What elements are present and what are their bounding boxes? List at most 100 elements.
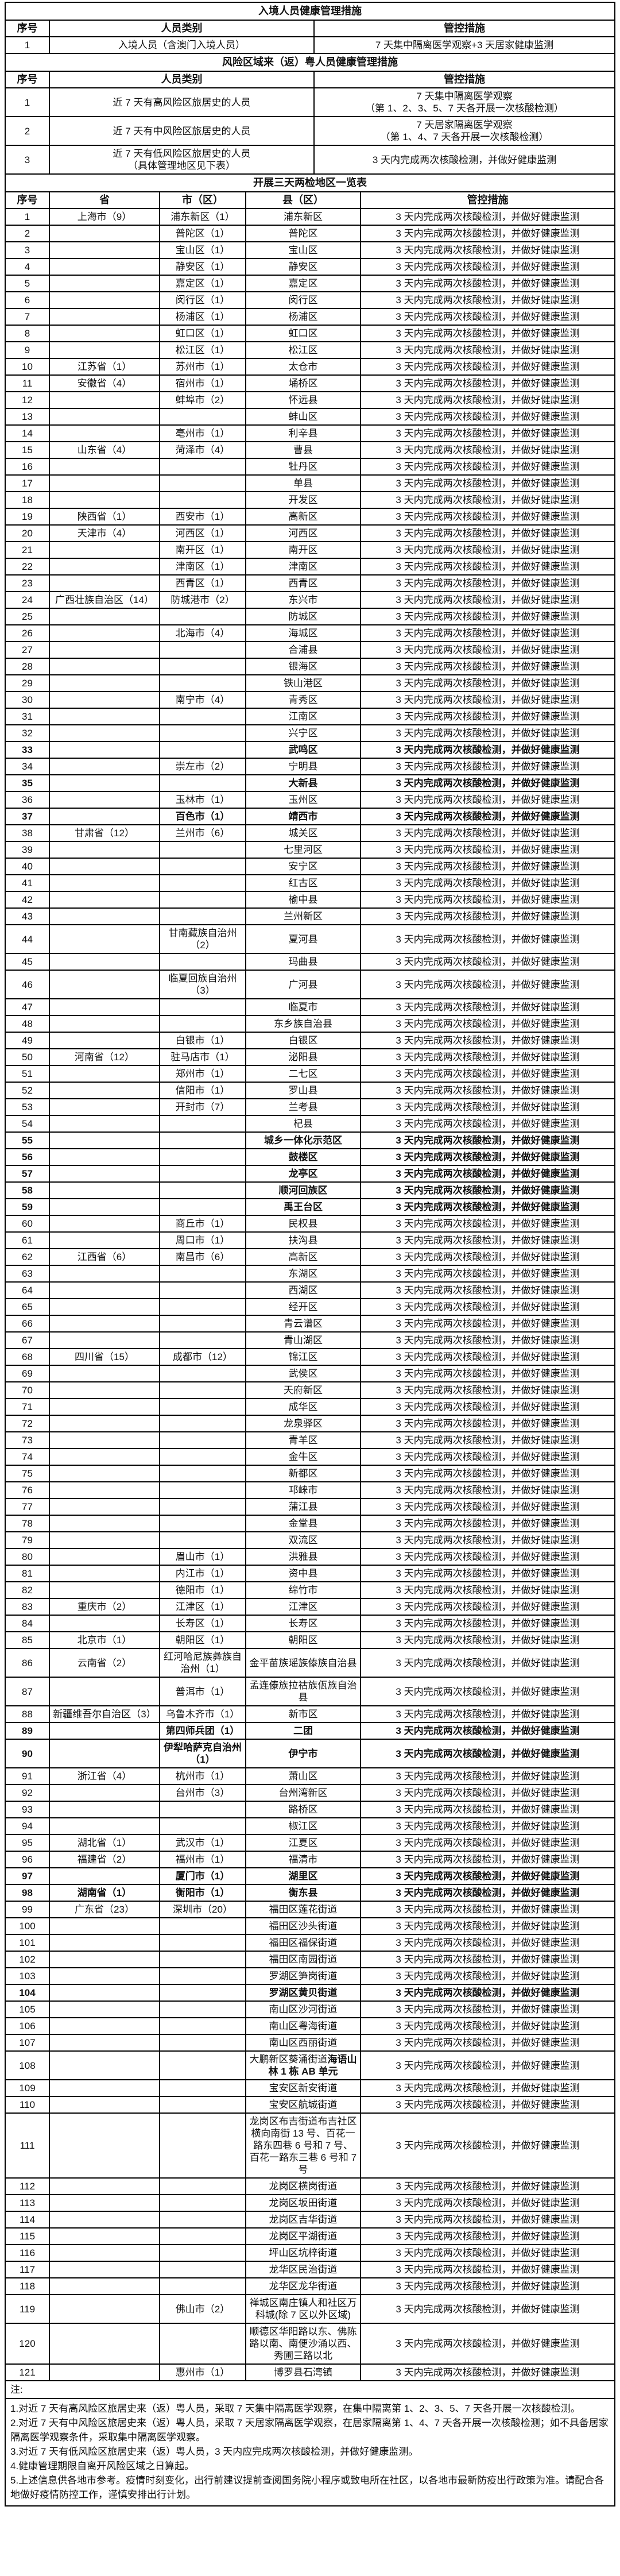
city-cell: 津南区（1） (159, 558, 246, 576)
measure-header: 管控措施 (360, 191, 615, 209)
county-cell: 广河县 (245, 970, 361, 999)
table-row: 11 安徽省（4） 宿州市（1） 埇桥区 3 天内完成两次核酸检测，并做好健康监测 (5, 374, 615, 392)
county-cell: 宝安区新安街道 (245, 2079, 361, 2097)
table-row: 39 七里河区 3 天内完成两次核酸检测，并做好健康监测 (5, 841, 615, 859)
county-cell: 蚌山区 (245, 408, 361, 426)
measure-cell: 3 天内完成两次核酸检测，并做好健康监测 (360, 758, 615, 775)
measure-cell: 3 天内完成两次核酸检测，并做好健康监测 (360, 1951, 615, 1968)
province-cell (49, 658, 160, 675)
table-row: 94 椒江区 3 天内完成两次核酸检测，并做好健康监测 (5, 1817, 615, 1835)
province-cell (49, 1481, 160, 1499)
county-cell: 路桥区 (245, 1801, 361, 1818)
city-cell: 红河哈尼族彝族自治州（1） (159, 1648, 246, 1678)
row-number-cell: 1 (5, 87, 50, 117)
table-row: 111 龙岗区布吉街道布吉社区横向南街 13 号、百花一路东四巷 6 号和 7 号… (5, 2112, 615, 2179)
province-cell (49, 1801, 160, 1818)
row-number-cell: 118 (5, 2277, 50, 2295)
county-cell: 江南区 (245, 708, 361, 725)
row-number-cell: 38 (5, 824, 50, 842)
row-number-cell: 104 (5, 1984, 50, 2002)
measure-cell: 3 天内完成两次核酸检测，并做好健康监测 (360, 2096, 615, 2114)
table-title-row: 入境人员健康管理措施 (5, 2, 615, 21)
measure-cell: 3 天内完成两次核酸检测，并做好健康监测 (360, 741, 615, 759)
city-cell (159, 1801, 246, 1818)
province-cell (49, 474, 160, 492)
province-cell: 浙江省（4） (49, 1767, 160, 1785)
table-row: 112 龙岗区横岗街道 3 天内完成两次核酸检测，并做好健康监测 (5, 2177, 615, 2195)
table-row: 66 青云谱区 3 天内完成两次核酸检测，并做好健康监测 (5, 1315, 615, 1333)
county-cell: 宝山区 (245, 241, 361, 259)
measure-cell: 3 天内完成两次核酸检测，并做好健康监测 (360, 1531, 615, 1549)
county-cell: 玉州区 (245, 791, 361, 809)
category-cell-line: 近 7 天有低风险区旅居史的人员 (113, 148, 251, 159)
table-row: 101 福田区福保街道 3 天内完成两次核酸检测，并做好健康监测 (5, 1934, 615, 1952)
county-cell: 湖里区 (245, 1867, 361, 1885)
county-cell: 天府新区 (245, 1381, 361, 1399)
province-cell (49, 2363, 160, 2381)
county-cell: 罗山县 (245, 1082, 361, 1099)
row-number-cell: 116 (5, 2244, 50, 2262)
row-number-cell: 56 (5, 1148, 50, 1166)
table-row: 16 牡丹区 3 天内完成两次核酸检测，并做好健康监测 (5, 458, 615, 476)
table-row: 14 亳州市（1） 利辛县 3 天内完成两次核酸检测，并做好健康监测 (5, 424, 615, 442)
county-cell: 高新区 (245, 1248, 361, 1266)
city-cell (159, 658, 246, 675)
measure-cell-line: 7 天集中隔离医学观察 (416, 91, 513, 102)
city-cell (159, 841, 246, 859)
county-cell: 闵行区 (245, 291, 361, 309)
row-number-cell: 101 (5, 1934, 50, 1952)
county-cell: 南开区 (245, 541, 361, 559)
city-cell: 河西区（1） (159, 524, 246, 542)
province-cell (49, 708, 160, 725)
county-cell: 红古区 (245, 874, 361, 892)
table-row: 3 宝山区（1） 宝山区 3 天内完成两次核酸检测，并做好健康监测 (5, 241, 615, 259)
table-row: 2 普陀区（1） 普陀区 3 天内完成两次核酸检测，并做好健康监测 (5, 225, 615, 242)
province-cell (49, 2277, 160, 2295)
measure-cell: 3 天内完成两次核酸检测，并做好健康监测 (360, 1365, 615, 1382)
measure-cell: 3 天内完成两次核酸检测，并做好健康监测 (360, 2177, 615, 2195)
table-row: 65 经开区 3 天内完成两次核酸检测，并做好健康监测 (5, 1298, 615, 1316)
province-cell (49, 1784, 160, 1802)
table-row: 96 福建省（2） 福州市（1） 福清市 3 天内完成两次核酸检测，并做好健康监测 (5, 1851, 615, 1868)
county-cell: 龙岗区吉华街道 (245, 2211, 361, 2229)
city-cell (159, 2112, 246, 2179)
measure-cell: 3 天内完成两次核酸检测，并做好健康监测 (360, 2050, 615, 2080)
table-row: 20 天津市（4） 河西区（1） 河西区 3 天内完成两次核酸检测，并做好健康监测 (5, 524, 615, 542)
row-number-cell: 85 (5, 1631, 50, 1649)
city-cell: 郑州市（1） (159, 1065, 246, 1083)
city-cell (159, 858, 246, 875)
province-cell (49, 1448, 160, 1466)
measure-cell: 3 天内完成两次核酸检测，并做好健康监测 (360, 258, 615, 276)
province-cell (49, 924, 160, 954)
county-cell: 西湖区 (245, 1281, 361, 1299)
province-cell (49, 841, 160, 859)
county-cell: 新都区 (245, 1465, 361, 1482)
county-cell: 龙岗区坂田街道 (245, 2194, 361, 2212)
province-cell (49, 1381, 160, 1399)
note-item: 4.健康管理期限自离开风险区域之日算起。 (10, 2461, 195, 2471)
measure-cell: 3 天内完成两次核酸检测，并做好健康监测 (360, 907, 615, 925)
row-number-cell: 32 (5, 724, 50, 742)
province-cell: 江苏省（1） (49, 358, 160, 376)
table-row: 47 临夏市 3 天内完成两次核酸检测，并做好健康监测 (5, 998, 615, 1016)
city-cell: 甘南藏族自治州（2） (159, 924, 246, 954)
province-cell (49, 424, 160, 442)
table-row: 105 南山区沙河街道 3 天内完成两次核酸检测，并做好健康监测 (5, 2000, 615, 2018)
table-row: 84 长寿区（1） 长寿区 3 天内完成两次核酸检测，并做好健康监测 (5, 1615, 615, 1632)
county-cell: 杞县 (245, 1115, 361, 1133)
province-cell (49, 1148, 160, 1166)
row-number-cell: 9 (5, 341, 50, 359)
table-row: 56 鼓楼区 3 天内完成两次核酸检测，并做好健康监测 (5, 1148, 615, 1166)
table-row: 74 金牛区 3 天内完成两次核酸检测，并做好健康监测 (5, 1448, 615, 1466)
entry-table-body: 入境人员健康管理措施 序号 人员类别 管控措施 1 入境人员（含澳门入境人员） 7 天集中… (5, 2, 615, 54)
county-cell: 海城区 (245, 624, 361, 642)
header-row: 序号 人员类别 管控措施 (5, 71, 615, 88)
county-cell: 成华区 (245, 1398, 361, 1416)
city-cell: 厦门市（1） (159, 1867, 246, 1885)
province-cell (49, 1415, 160, 1432)
city-cell (159, 1515, 246, 1532)
county-cell: 安宁区 (245, 858, 361, 875)
table-row: 43 兰州新区 3 天内完成两次核酸检测，并做好健康监测 (5, 907, 615, 925)
province-cell (49, 741, 160, 759)
